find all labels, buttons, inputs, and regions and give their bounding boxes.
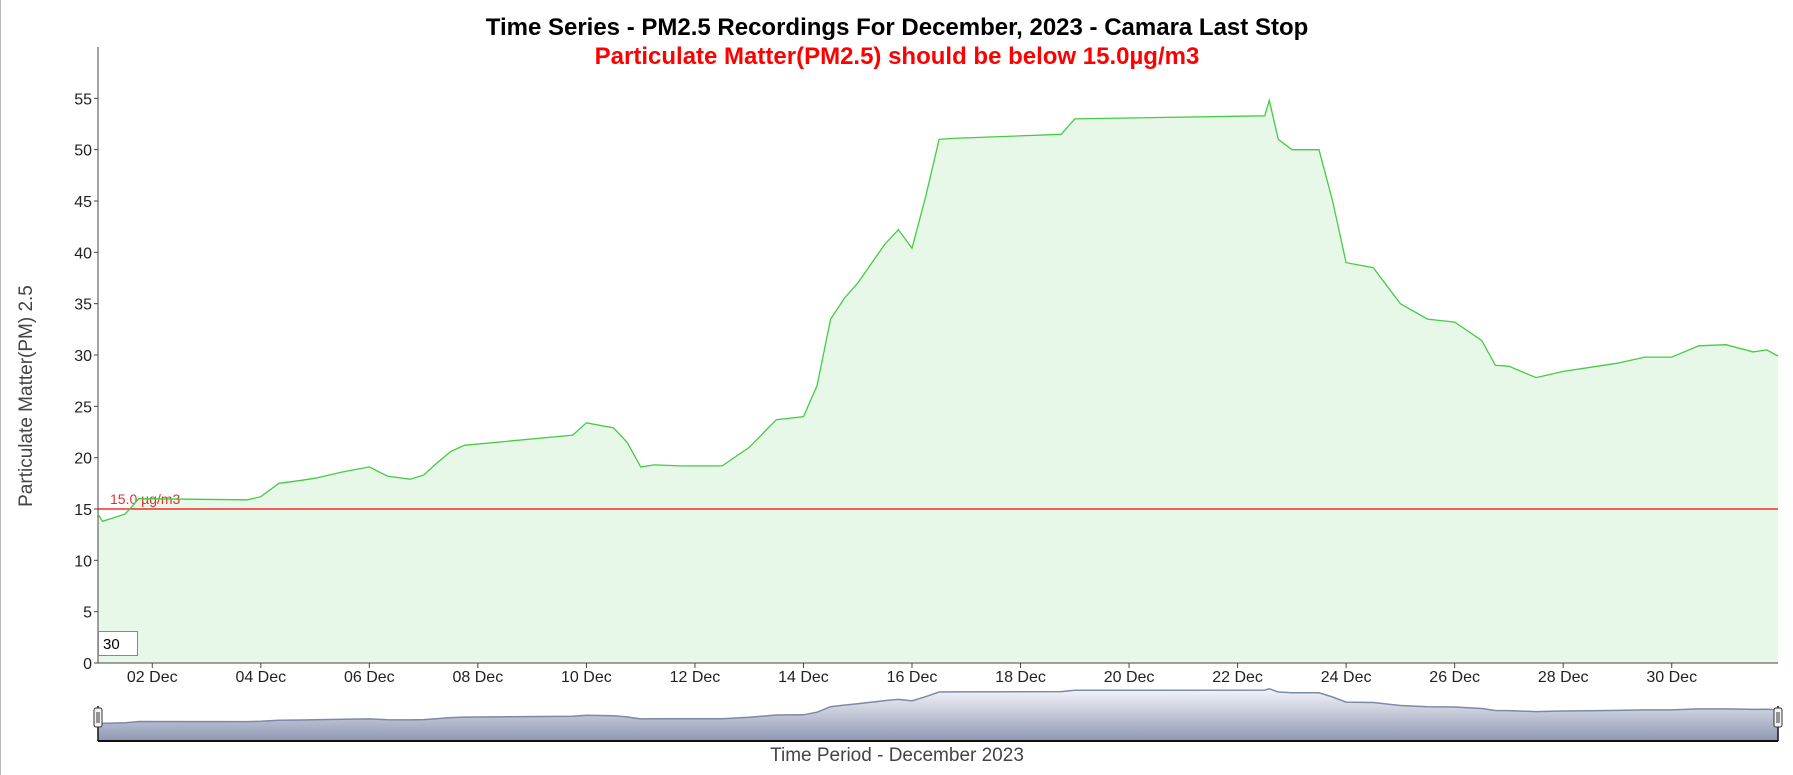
- x-tick-label: 24 Dec: [1321, 669, 1372, 686]
- y-tick-label: 15: [74, 502, 92, 519]
- y-tick-label: 35: [74, 297, 92, 314]
- x-tick-label: 10 Dec: [561, 669, 612, 686]
- y-tick-label: 50: [74, 143, 92, 160]
- y-tick-label: 45: [74, 194, 92, 211]
- y-tick-label: 0: [83, 656, 92, 673]
- y-tick-label: 10: [74, 553, 92, 570]
- series-area-fill: [98, 100, 1778, 663]
- x-tick-label: 12 Dec: [670, 669, 721, 686]
- y-axis-label: Particulate Matter(PM) 2.5: [16, 285, 37, 507]
- range-navigator[interactable]: [93, 688, 1783, 742]
- x-tick-label: 04 Dec: [235, 669, 286, 686]
- zoom-input[interactable]: 30: [98, 631, 138, 656]
- x-tick-label: 28 Dec: [1538, 669, 1589, 686]
- x-tick-label: 22 Dec: [1212, 669, 1263, 686]
- navigator-line: [97, 688, 1779, 725]
- x-tick-label: 08 Dec: [453, 669, 504, 686]
- x-tick-label: 30 Dec: [1646, 669, 1697, 686]
- navigator-right-handle[interactable]: [1773, 707, 1783, 728]
- x-tick-label: 16 Dec: [887, 669, 938, 686]
- x-axis-label: Time Period - December 2023: [770, 745, 1024, 766]
- y-tick-label: 40: [74, 245, 92, 262]
- y-tick-label: 25: [74, 399, 92, 416]
- plot-area: 0 5 10 15 20 25 30 35 40 45 50 55 02 Dec 04 Dec 06 Dec…: [74, 47, 1779, 686]
- x-tick-label: 18 Dec: [995, 669, 1046, 686]
- chart-subtitle: Particulate Matter(PM2.5) should be belo…: [595, 43, 1200, 70]
- y-tick-label: 30: [74, 348, 92, 365]
- series-line: [97, 97, 1779, 523]
- x-tick-label: 06 Dec: [344, 669, 395, 686]
- chart-title: Time Series - PM2.5 Recordings For Decem…: [486, 14, 1309, 41]
- navigator-left-handle[interactable]: [93, 707, 103, 728]
- navigator-area: [98, 688, 1778, 741]
- y-tick-label: 5: [83, 605, 92, 622]
- x-tick-label: 02 Dec: [127, 669, 178, 686]
- y-tick-label: 20: [74, 451, 92, 468]
- x-tick-label: 14 Dec: [778, 669, 829, 686]
- x-tick-label: 26 Dec: [1429, 669, 1480, 686]
- x-tick-label: 20 Dec: [1104, 669, 1155, 686]
- y-tick-label: 55: [74, 91, 92, 108]
